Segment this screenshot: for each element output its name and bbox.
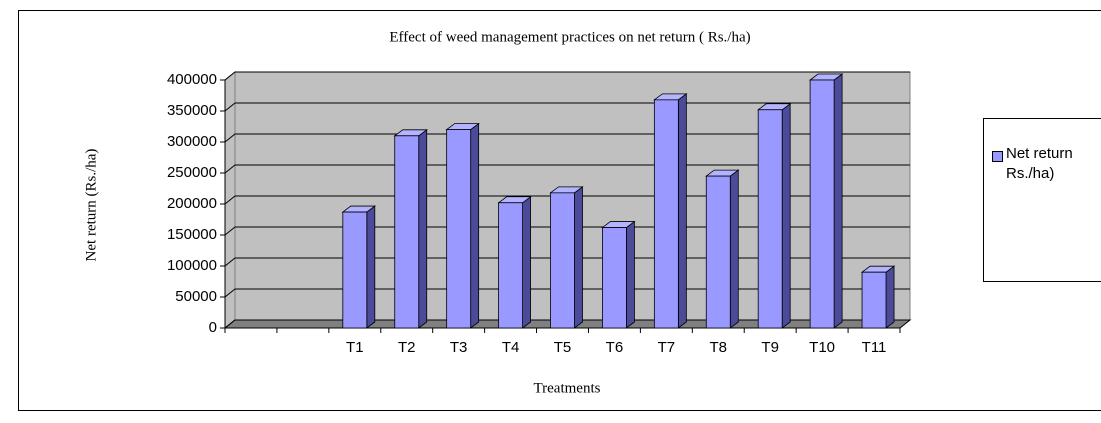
- legend: Net return Rs./ha): [983, 118, 1101, 282]
- bar: [808, 73, 844, 329]
- bar-front: [498, 202, 523, 329]
- legend-swatch: [992, 151, 1003, 162]
- bar-front: [809, 79, 835, 329]
- x-tick-label: T8: [710, 339, 728, 356]
- y-tick-label: 300000: [167, 133, 217, 150]
- bar-side: [522, 195, 531, 329]
- bar-front: [602, 227, 627, 329]
- bar: [445, 122, 480, 329]
- bar-side: [729, 169, 739, 329]
- bar-side: [677, 93, 687, 329]
- x-tick-label: T2: [398, 339, 416, 356]
- bar-side: [626, 220, 635, 329]
- y-tick-label: 0: [209, 319, 217, 336]
- bar-front: [342, 211, 368, 329]
- bar: [756, 102, 792, 329]
- y-tick-label: 200000: [167, 195, 217, 212]
- bar: [601, 220, 636, 329]
- bar-front: [394, 135, 420, 329]
- bar-side: [885, 265, 895, 329]
- bar-side: [781, 102, 791, 329]
- bar-front: [653, 99, 679, 329]
- bar: [549, 186, 584, 329]
- x-tick-label: T9: [761, 339, 779, 356]
- y-axis-title: Net return (Rs./ha): [83, 149, 99, 262]
- y-tick-label: 100000: [167, 257, 217, 274]
- bar-side: [833, 73, 843, 329]
- x-tick-label: T11: [862, 339, 887, 356]
- bar: [393, 129, 428, 329]
- x-tick-label: T3: [450, 339, 468, 356]
- bar-front: [705, 175, 731, 329]
- bar: [653, 93, 688, 329]
- bar-front: [861, 271, 887, 329]
- bar: [860, 265, 896, 329]
- bar: [705, 169, 740, 329]
- y-tick-label: 150000: [167, 226, 217, 243]
- bar-side: [366, 205, 376, 329]
- bar-side: [574, 186, 583, 329]
- y-tick-label: 350000: [167, 102, 217, 119]
- legend-label: Net return Rs./ha): [1006, 145, 1073, 182]
- x-axis-title: Treatments: [534, 380, 601, 396]
- x-tick-label: T1: [346, 339, 364, 356]
- y-tick-label: 250000: [167, 164, 217, 181]
- x-tick-label: T10: [809, 339, 835, 356]
- bar-front: [757, 109, 783, 329]
- bar-side: [418, 129, 428, 329]
- x-tick-label: T5: [554, 339, 572, 356]
- y-tick-label: 400000: [167, 71, 217, 88]
- x-tick-label: T6: [606, 339, 624, 356]
- x-tick-label: T7: [658, 339, 676, 356]
- bar-side: [470, 122, 480, 329]
- x-tick-label: T4: [502, 339, 520, 356]
- grid-line: [224, 71, 910, 81]
- bar: [341, 205, 377, 329]
- bar-front: [550, 192, 575, 329]
- bar: [497, 195, 532, 329]
- bar-front: [446, 129, 472, 329]
- y-tick-label: 50000: [175, 288, 217, 305]
- chart-title: Effect of weed management practices on n…: [389, 29, 750, 45]
